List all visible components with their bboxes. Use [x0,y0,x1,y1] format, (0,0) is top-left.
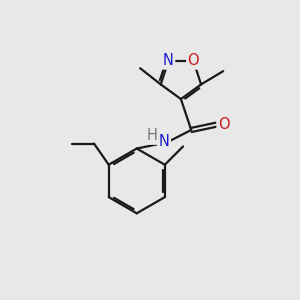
Text: O: O [218,117,230,132]
Text: H: H [146,128,157,143]
Text: O: O [188,53,199,68]
Text: N: N [163,53,174,68]
Text: N: N [159,134,170,149]
